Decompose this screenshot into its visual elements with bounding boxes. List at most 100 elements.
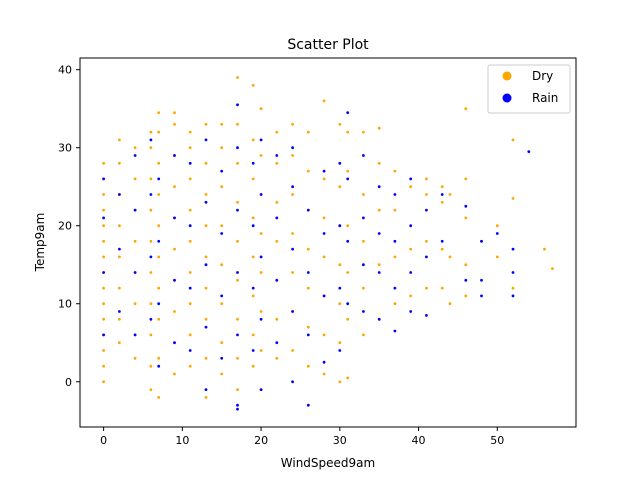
x-tick-label: 20 xyxy=(254,434,268,447)
data-point-dry xyxy=(291,271,294,274)
data-point-dry xyxy=(306,364,310,368)
data-point-rain xyxy=(346,111,350,114)
data-point-rain xyxy=(220,232,224,235)
data-point-rain xyxy=(393,239,397,243)
data-point-dry xyxy=(149,130,153,134)
data-point-rain xyxy=(409,177,413,181)
data-point-dry xyxy=(102,380,105,384)
data-point-dry xyxy=(102,255,105,259)
data-point-dry xyxy=(118,138,121,142)
data-point-rain xyxy=(409,224,413,228)
data-point-rain xyxy=(291,185,294,189)
data-point-rain xyxy=(322,294,326,298)
data-point-rain xyxy=(425,208,428,212)
data-point-rain xyxy=(480,294,483,298)
data-point-rain xyxy=(527,150,531,154)
data-point-dry xyxy=(149,271,153,274)
data-point-dry xyxy=(322,333,326,337)
data-point-dry xyxy=(338,185,342,189)
data-point-rain xyxy=(133,271,137,274)
data-point-dry xyxy=(291,232,294,235)
data-point-dry xyxy=(133,239,137,243)
data-point-rain xyxy=(440,239,444,243)
legend-marker-dry xyxy=(502,71,512,81)
data-point-rain xyxy=(393,329,397,333)
data-point-rain xyxy=(204,263,208,267)
data-point-dry xyxy=(102,161,105,165)
data-point-dry xyxy=(338,122,342,126)
data-point-dry xyxy=(440,185,444,189)
data-point-dry xyxy=(259,310,263,313)
data-point-rain xyxy=(133,208,137,212)
data-point-rain xyxy=(157,364,161,368)
data-point-rain xyxy=(511,294,515,298)
data-point-rain xyxy=(425,314,428,317)
data-point-dry xyxy=(275,356,279,360)
data-point-rain xyxy=(346,239,350,243)
data-point-rain xyxy=(220,294,224,298)
data-point-dry xyxy=(251,255,255,259)
legend: Dry Rain xyxy=(487,64,571,114)
data-point-dry xyxy=(543,247,546,251)
data-point-rain xyxy=(102,271,105,274)
data-point-rain xyxy=(102,216,105,220)
data-point-rain xyxy=(259,317,263,321)
data-point-rain xyxy=(306,208,310,212)
data-point-rain xyxy=(511,271,515,274)
data-point-dry xyxy=(275,317,279,321)
data-point-rain xyxy=(173,154,176,157)
data-point-dry xyxy=(275,130,279,134)
data-point-dry xyxy=(511,138,515,142)
data-point-dry xyxy=(409,247,413,251)
data-point-dry xyxy=(425,177,428,181)
data-point-rain xyxy=(251,161,255,165)
data-point-rain xyxy=(495,232,499,235)
data-point-rain xyxy=(118,247,121,251)
data-point-dry xyxy=(102,364,105,368)
data-point-dry xyxy=(448,302,452,306)
data-point-dry xyxy=(409,294,413,298)
data-point-dry xyxy=(251,83,255,87)
data-point-dry xyxy=(346,271,350,274)
legend-label-rain: Rain xyxy=(532,91,558,105)
data-point-dry xyxy=(149,177,153,181)
data-point-dry xyxy=(464,177,468,181)
data-point-dry xyxy=(291,193,294,196)
data-point-dry xyxy=(306,169,310,173)
data-point-dry xyxy=(259,349,263,352)
data-point-dry xyxy=(149,364,153,368)
data-point-rain xyxy=(275,341,279,345)
data-point-dry xyxy=(338,341,342,345)
data-point-dry xyxy=(102,224,105,228)
data-point-dry xyxy=(118,255,121,259)
data-point-rain xyxy=(338,349,342,352)
data-point-dry xyxy=(133,302,137,306)
data-point-rain xyxy=(322,360,326,364)
data-point-dry xyxy=(102,349,105,352)
data-point-dry xyxy=(236,356,239,360)
x-axis: 0 10 20 30 40 50 xyxy=(100,427,504,447)
y-axis-title: Temp9am xyxy=(33,213,47,273)
data-point-dry xyxy=(306,247,310,251)
data-point-rain xyxy=(236,208,239,212)
data-point-dry xyxy=(133,146,137,150)
data-point-rain xyxy=(393,286,397,290)
data-point-dry xyxy=(409,185,413,189)
data-point-dry xyxy=(393,302,397,306)
data-point-dry xyxy=(173,122,176,126)
chart-title: Scatter Plot xyxy=(287,37,369,53)
data-point-rain xyxy=(338,224,342,228)
data-point-dry xyxy=(236,239,239,243)
data-point-dry xyxy=(204,224,208,228)
data-point-rain xyxy=(362,216,365,220)
data-point-dry xyxy=(173,185,176,189)
data-point-dry xyxy=(204,161,208,165)
data-point-dry xyxy=(346,130,350,134)
data-point-rain xyxy=(204,325,208,329)
data-point-rain xyxy=(480,278,483,282)
data-point-dry xyxy=(464,263,468,267)
data-point-dry xyxy=(236,200,239,204)
data-point-dry xyxy=(188,333,192,337)
data-point-dry xyxy=(236,278,239,282)
